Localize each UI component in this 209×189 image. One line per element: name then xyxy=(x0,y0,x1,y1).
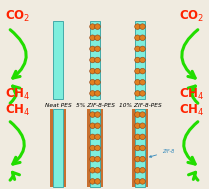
Text: CH$_4$: CH$_4$ xyxy=(5,102,31,118)
FancyArrowPatch shape xyxy=(188,86,198,103)
Circle shape xyxy=(90,112,95,117)
Text: CH$_4$: CH$_4$ xyxy=(179,102,205,118)
Circle shape xyxy=(95,145,100,151)
FancyArrowPatch shape xyxy=(10,30,26,78)
Circle shape xyxy=(135,167,140,173)
Circle shape xyxy=(95,46,100,52)
Bar xyxy=(63,109,66,187)
Circle shape xyxy=(135,91,140,96)
Bar xyxy=(90,109,100,187)
Circle shape xyxy=(135,24,140,29)
Bar xyxy=(50,109,53,187)
Circle shape xyxy=(95,179,100,184)
FancyArrowPatch shape xyxy=(189,172,198,180)
Circle shape xyxy=(90,24,95,29)
Circle shape xyxy=(135,145,140,151)
Circle shape xyxy=(90,57,95,63)
Circle shape xyxy=(140,112,145,117)
Bar xyxy=(135,109,145,187)
Bar xyxy=(100,109,103,187)
Circle shape xyxy=(90,134,95,140)
Circle shape xyxy=(90,46,95,52)
Circle shape xyxy=(140,145,145,151)
Bar xyxy=(53,109,63,187)
Circle shape xyxy=(140,156,145,162)
Circle shape xyxy=(95,35,100,40)
Text: 10% ZIF-8-PES: 10% ZIF-8-PES xyxy=(119,103,161,108)
Circle shape xyxy=(135,79,140,85)
Circle shape xyxy=(135,112,140,117)
FancyArrowPatch shape xyxy=(184,122,198,164)
Text: ZIF-8: ZIF-8 xyxy=(150,149,174,157)
Bar xyxy=(90,21,100,99)
Circle shape xyxy=(90,35,95,40)
Circle shape xyxy=(140,68,145,74)
Circle shape xyxy=(140,35,145,40)
Bar xyxy=(145,109,148,187)
Circle shape xyxy=(140,123,145,129)
Circle shape xyxy=(140,91,145,96)
Circle shape xyxy=(95,57,100,63)
Circle shape xyxy=(95,156,100,162)
Circle shape xyxy=(135,179,140,184)
FancyArrowPatch shape xyxy=(10,86,20,103)
Circle shape xyxy=(140,24,145,29)
Circle shape xyxy=(95,68,100,74)
Circle shape xyxy=(95,134,100,140)
Circle shape xyxy=(90,167,95,173)
Text: CO$_2$: CO$_2$ xyxy=(5,9,31,24)
Circle shape xyxy=(90,145,95,151)
Text: CO$_2$: CO$_2$ xyxy=(179,9,205,24)
Bar xyxy=(53,21,63,99)
Circle shape xyxy=(95,91,100,96)
Circle shape xyxy=(90,68,95,74)
Circle shape xyxy=(135,35,140,40)
Circle shape xyxy=(140,46,145,52)
Circle shape xyxy=(135,46,140,52)
Bar xyxy=(135,21,145,99)
Text: CH$_4$: CH$_4$ xyxy=(5,86,31,101)
Circle shape xyxy=(95,167,100,173)
Circle shape xyxy=(140,167,145,173)
Circle shape xyxy=(135,57,140,63)
Text: 5% ZIF-8-PES: 5% ZIF-8-PES xyxy=(75,103,115,108)
Circle shape xyxy=(135,123,140,129)
Circle shape xyxy=(90,123,95,129)
Bar xyxy=(132,109,135,187)
Circle shape xyxy=(90,156,95,162)
Circle shape xyxy=(90,91,95,96)
Circle shape xyxy=(140,134,145,140)
Circle shape xyxy=(95,24,100,29)
Circle shape xyxy=(140,79,145,85)
FancyArrowPatch shape xyxy=(10,122,24,164)
Circle shape xyxy=(140,179,145,184)
FancyArrowPatch shape xyxy=(182,30,198,78)
Circle shape xyxy=(95,112,100,117)
Circle shape xyxy=(95,79,100,85)
Circle shape xyxy=(135,156,140,162)
Circle shape xyxy=(140,57,145,63)
Text: Neat PES: Neat PES xyxy=(45,103,71,108)
Circle shape xyxy=(95,123,100,129)
Circle shape xyxy=(90,179,95,184)
Circle shape xyxy=(90,79,95,85)
Text: CH$_4$: CH$_4$ xyxy=(179,86,205,101)
Bar xyxy=(87,109,90,187)
FancyArrowPatch shape xyxy=(10,172,19,180)
Circle shape xyxy=(135,134,140,140)
Circle shape xyxy=(135,68,140,74)
